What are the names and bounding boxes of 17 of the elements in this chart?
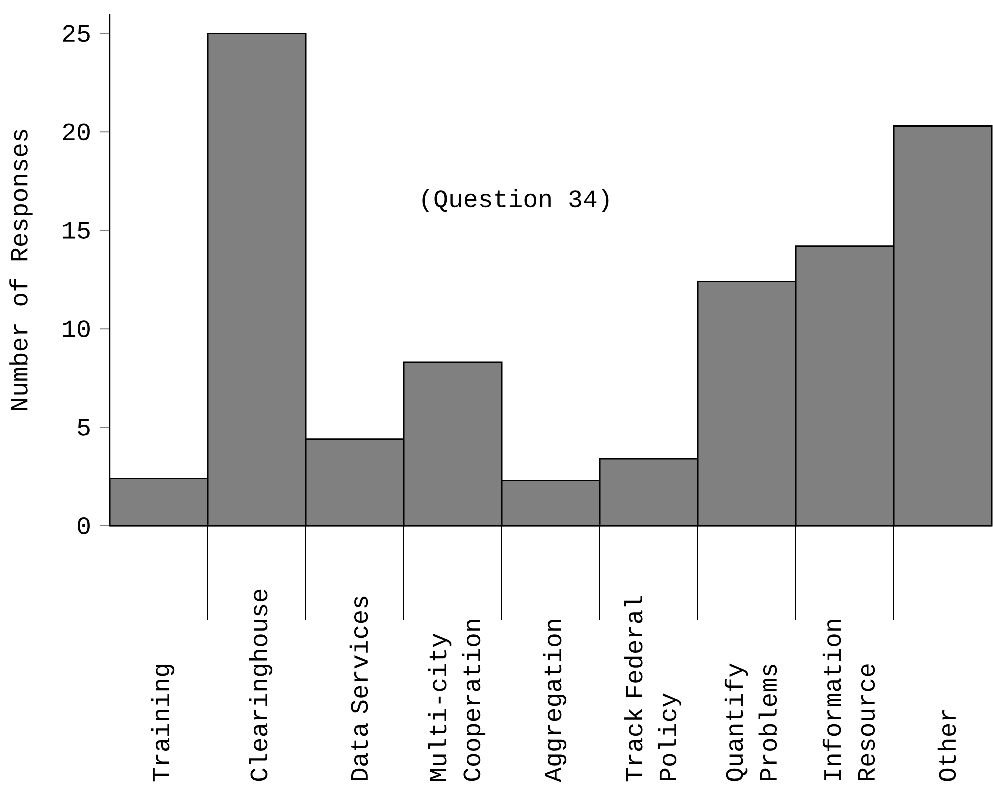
- x-tick-label: Information Resource: [822, 620, 876, 781]
- x-tick-label: Track Federal Policy: [624, 596, 682, 782]
- x-tick-label: Training: [151, 665, 175, 782]
- y-tick-label: 5: [78, 419, 90, 436]
- x-tick-label: Data Services: [350, 596, 368, 781]
- x-tick-label: Multi-city Cooperation: [428, 620, 486, 782]
- x-tick-label: Clearinghouse: [249, 590, 273, 782]
- y-tick-label: 15: [63, 222, 90, 239]
- x-tick-label: Quantify Problems: [724, 664, 778, 782]
- x-tick-label: Other: [938, 710, 956, 782]
- y-tick-label: 10: [63, 320, 90, 338]
- y-tick-label: 25: [63, 25, 90, 42]
- y-axis-title: Number of Responses: [10, 130, 33, 410]
- annotation: (Question 34): [422, 189, 609, 212]
- x-tick-label: Aggregation: [543, 620, 567, 783]
- y-tick-label: 20: [63, 124, 90, 141]
- y-tick-label: 0: [78, 518, 90, 534]
